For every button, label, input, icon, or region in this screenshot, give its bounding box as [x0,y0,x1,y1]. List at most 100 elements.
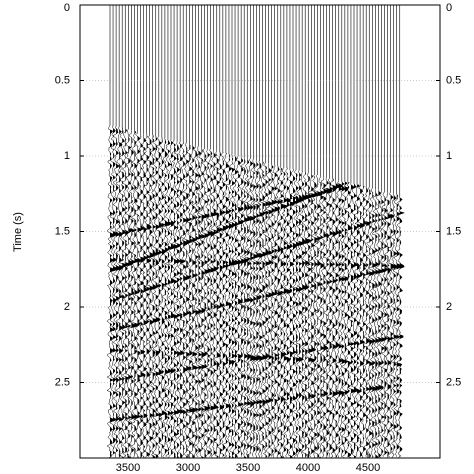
trace [184,143,195,458]
trace [353,184,363,458]
y-tick-label-right: 2.5 [446,376,461,388]
trace-fill [143,133,149,459]
trace-fill [213,150,219,458]
y-tick-label-right: 1.5 [446,225,461,237]
trace [307,173,317,458]
trace [384,191,393,458]
trace-fill [311,173,316,458]
trace-fill [302,171,307,458]
trace-fill [241,156,246,458]
trace-fill [225,152,231,458]
trace [298,171,307,458]
trace [115,127,125,458]
trace [280,166,289,459]
trace-fill [201,147,206,458]
trace [206,149,216,457]
trace [328,178,338,458]
trace-fill [262,161,267,459]
trace [335,180,344,458]
plot-frame [79,4,441,459]
trace [240,157,250,458]
trace-fill [137,131,142,458]
trace [148,135,158,458]
trace [304,172,314,459]
y-axis-label: Time (s) [12,212,24,252]
trace [231,155,240,457]
trace-fill [268,163,274,458]
trace [197,147,207,458]
trace [292,169,302,458]
trace-fill [259,161,264,458]
trace [371,189,381,458]
trace-fill [329,178,334,458]
trace [252,160,262,458]
trace-fill [167,138,173,459]
trace [191,145,201,458]
trace [396,194,406,458]
trace [268,163,277,457]
trace [146,134,155,458]
trace-fill [256,160,261,459]
y-tick-label: 1.5 [55,225,70,237]
trace [261,162,271,457]
trace-fill [250,158,255,458]
trace [255,161,265,457]
trace-fill [271,164,277,458]
trace-fill [210,149,216,458]
x-tick-label: 3500 [116,462,140,474]
trace [341,181,350,458]
trace [133,131,143,458]
trace-fill [183,142,188,459]
trace [203,148,213,458]
trace [316,175,326,459]
trace-fill [122,127,127,459]
trace [106,124,115,459]
trace [225,153,234,457]
trace [337,180,347,458]
y-tick-label-right: 0 [446,2,452,14]
trace [219,152,229,457]
trace-fill [381,190,386,458]
trace [164,138,173,458]
trace [274,165,283,459]
trace [109,125,119,458]
trace [301,172,311,458]
trace [325,177,335,458]
trace-fill [277,165,283,458]
trace [127,130,137,458]
y-tick-label: 0.5 [55,74,70,86]
y-tick-label: 1 [64,150,70,162]
trace-fill [140,132,145,459]
trace-fill [396,194,402,458]
x-tick-label: 4000 [296,462,320,474]
trace [137,132,146,459]
trace-fill [375,189,380,459]
trace [312,175,323,458]
trace [250,159,259,457]
trace [277,166,286,458]
trace [332,179,341,458]
trace [228,154,238,458]
trace [246,158,256,458]
trace [142,133,152,458]
trace [194,146,204,457]
y-tick-label: 2 [64,301,70,313]
trace [289,169,299,458]
trace-fill [216,150,222,458]
trace [320,176,329,458]
trace [238,156,246,457]
trace-fill [289,168,295,458]
trace-fill [253,159,258,458]
trace [374,189,384,457]
trace-fill [110,125,115,458]
trace-fill [161,137,167,458]
trace [377,190,387,458]
trace-fill [393,193,399,459]
trace-fill [354,183,359,458]
trace-fill [149,134,155,459]
trace [173,141,183,458]
trace [182,143,192,458]
trace [121,128,131,458]
trace [365,187,375,458]
